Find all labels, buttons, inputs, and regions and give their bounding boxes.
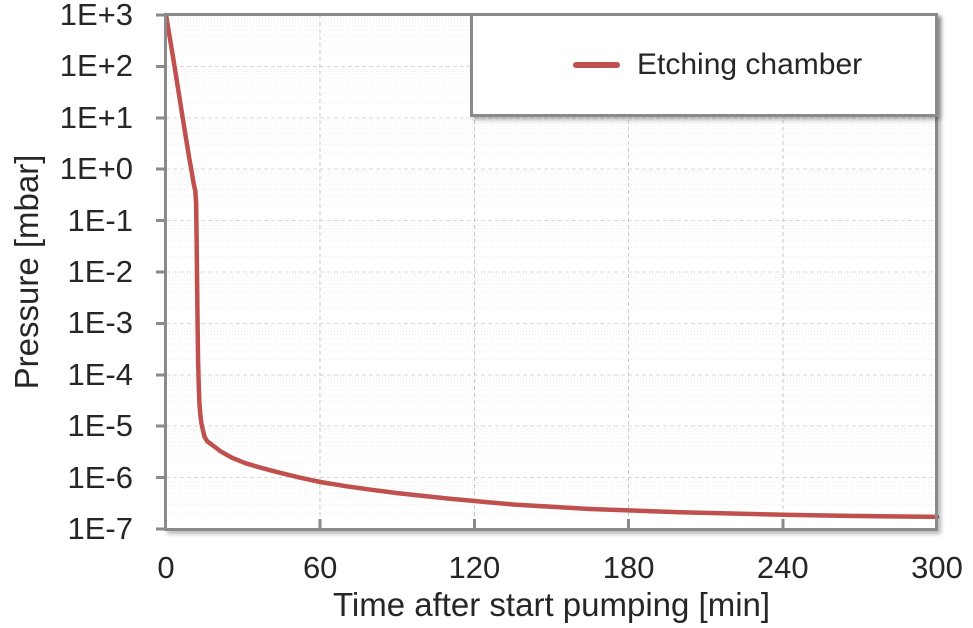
x-tick-label: 300 [911,550,963,585]
y-tick-label: 1E+0 [59,151,133,187]
y-tick-label: 1E-1 [67,202,133,238]
x-tick-label: 180 [602,550,655,585]
y-tick-label: 1E-6 [67,459,133,495]
y-tick-label: 1E-2 [67,254,133,289]
legend-box: Etching chamber [470,13,938,117]
y-tick-label: 1E-5 [67,408,133,444]
y-tick-label: 1E-3 [67,305,133,341]
y-tick-label: 1E+1 [59,99,133,135]
y-tick-label: 1E+2 [59,48,133,84]
y-tick-label: 1E-4 [67,356,133,392]
legend-line-sample [573,62,620,68]
legend-label: Etching chamber [637,48,863,81]
x-axis-title: Time after start pumping [min] [332,586,771,623]
y-tick-label: 1E+3 [59,0,133,32]
y-axis-title: Pressure [mbar] [8,154,45,390]
series-line-etching-chamber [163,12,940,520]
x-tick-label: 0 [157,550,175,585]
axis-ticks [156,13,785,531]
x-tick-label: 120 [448,550,501,585]
x-tick-label: 60 [302,550,338,585]
series-lines [163,12,940,520]
y-tick-label: 1E-7 [67,511,133,546]
x-tick-label: 240 [756,550,809,585]
